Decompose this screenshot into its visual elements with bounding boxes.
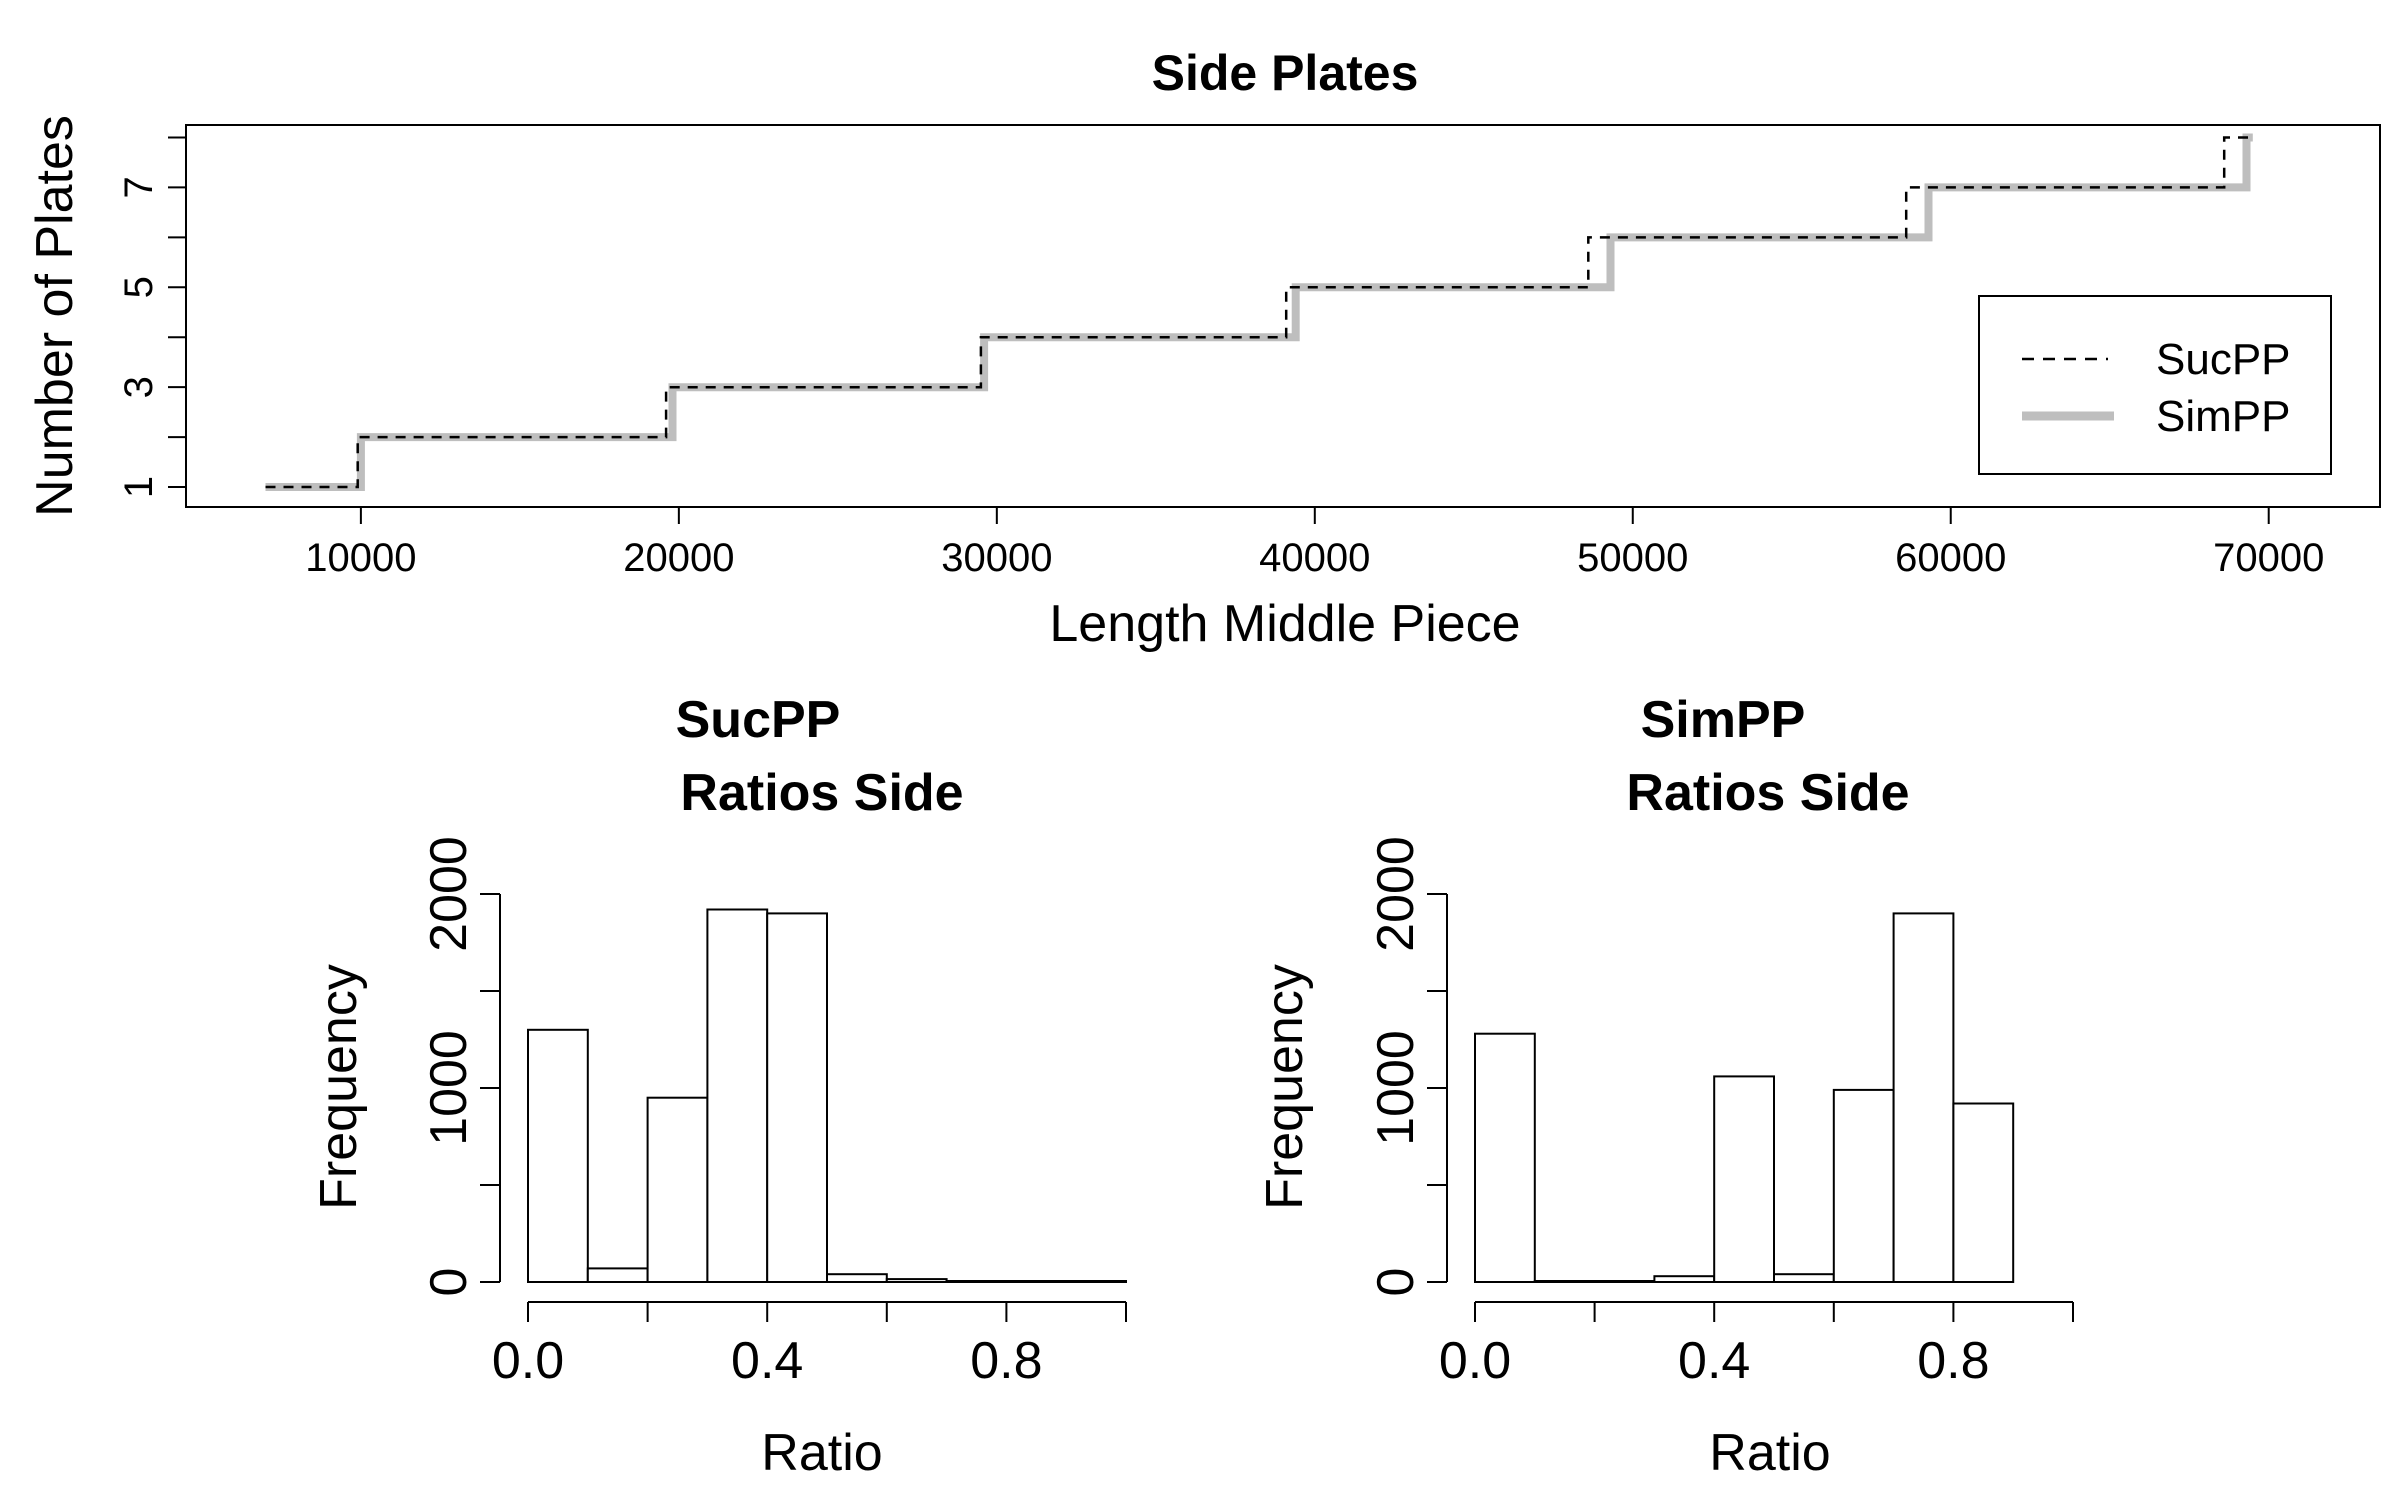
histogram-subtitle: Ratios Side	[680, 764, 963, 822]
histogram-bar	[1474, 1032, 1536, 1283]
legend-box	[1978, 295, 2332, 475]
y-tick-label: 1	[117, 476, 161, 498]
y-tick-label: 0	[420, 1268, 478, 1297]
y-axis-label: Frequency	[310, 964, 368, 1210]
chart-title: Side Plates	[1152, 45, 1419, 101]
histogram-bar	[885, 1278, 948, 1283]
histogram-bar	[1653, 1275, 1716, 1283]
series-line-sucpp	[265, 136, 2256, 489]
y-axis: 0 1000 2000	[420, 836, 501, 1297]
y-tick-label: 1000	[1367, 1030, 1425, 1146]
legend-label-sucpp: SucPP	[2156, 335, 2291, 384]
x-axis-label: Ratio	[761, 1424, 882, 1482]
series-line-simpp	[265, 133, 2253, 491]
x-tick-label: 0.0	[1439, 1332, 1511, 1390]
histogram-bar	[945, 1280, 1008, 1283]
histogram-bar	[1832, 1088, 1895, 1284]
histogram-bar	[826, 1273, 888, 1283]
x-tick-label: 20000	[623, 536, 734, 580]
y-tick-label: 1000	[420, 1030, 478, 1146]
histogram-bar	[646, 1096, 709, 1283]
y-tick-label: 3	[117, 376, 161, 398]
x-tick-label: 30000	[941, 536, 1052, 580]
x-tick-label: 0.4	[731, 1332, 803, 1390]
x-tick-label: 0.4	[1678, 1332, 1750, 1390]
step-series-group	[265, 133, 2256, 491]
histogram-bar	[1005, 1280, 1068, 1283]
y-tick-label: 5	[117, 276, 161, 298]
x-tick-label: 0.8	[970, 1332, 1042, 1390]
sucpp-histogram: SucPP Ratios Side 0.0 0.4 0.8 0 1000 2000 Ra…	[310, 691, 1127, 1482]
histogram-bar	[1952, 1102, 2015, 1283]
histogram-bar	[1533, 1280, 1596, 1283]
x-axis: 10000 20000 30000 40000 50000 60000 70000	[305, 506, 2324, 580]
histogram-bar	[527, 1028, 589, 1284]
histogram-bar	[1892, 912, 1955, 1284]
histogram-bar	[1713, 1075, 1775, 1284]
y-axis-label: Frequency	[1256, 964, 1314, 1210]
x-tick-label: 60000	[1895, 536, 2006, 580]
simpp-histogram: SimPP Ratios Side 0.0 0.4 0.8 0 1000 2000 Ra…	[1256, 691, 2074, 1482]
x-tick-label: 40000	[1259, 536, 1370, 580]
histogram-bar	[1773, 1273, 1835, 1283]
histogram-bar	[1065, 1280, 1127, 1283]
x-tick-label: 70000	[2213, 536, 2324, 580]
legend-label-simpp: SimPP	[2156, 392, 2290, 441]
y-axis-label: Number of Plates	[26, 115, 84, 517]
x-tick-label: 0.0	[492, 1332, 564, 1390]
x-tick-label: 50000	[1577, 536, 1688, 580]
x-tick-label: 10000	[305, 536, 416, 580]
histogram-title: SucPP	[676, 691, 841, 749]
histogram-bar	[706, 908, 769, 1283]
side-plates-chart: Side Plates 1 3 5 7 10000 20000 30000 40000 500…	[26, 45, 2381, 653]
histogram-bar	[766, 912, 829, 1284]
y-axis: 0 1000 2000	[1367, 836, 1448, 1297]
y-tick-label: 2000	[1367, 836, 1425, 952]
legend: SucPP SimPP	[1978, 295, 2332, 475]
x-tick-label: 0.8	[1917, 1332, 1989, 1390]
y-axis: 1 3 5 7	[117, 136, 187, 498]
histogram-subtitle: Ratios Side	[1626, 764, 1909, 822]
histogram-bar	[1593, 1280, 1656, 1283]
x-axis-label: Length Middle Piece	[1049, 595, 1520, 653]
histogram-bars	[527, 908, 1127, 1284]
x-axis-label: Ratio	[1709, 1424, 1830, 1482]
histogram-bar	[586, 1267, 649, 1284]
y-tick-label: 2000	[420, 836, 478, 952]
x-axis: 0.0 0.4 0.8	[1439, 1301, 2074, 1390]
histogram-bars	[1474, 912, 2015, 1284]
histogram-title: SimPP	[1641, 691, 1806, 749]
x-axis: 0.0 0.4 0.8	[492, 1301, 1127, 1390]
y-tick-label: 7	[117, 176, 161, 198]
y-tick-label: 0	[1367, 1268, 1425, 1297]
